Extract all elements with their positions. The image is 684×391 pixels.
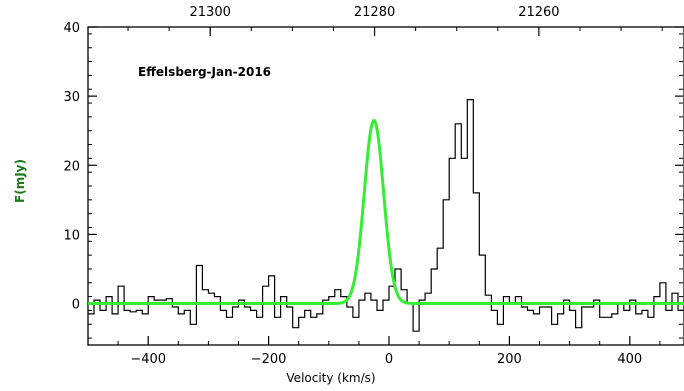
labels: Effelsberg-Jan-2016 Velocity (km/s) F(mJ…	[13, 65, 376, 385]
x-tick-label: −200	[251, 352, 287, 367]
y-tick-label: 10	[63, 228, 80, 243]
x-tick-label: 200	[497, 352, 522, 367]
series-layer	[88, 99, 684, 332]
x-tick-label: 0	[385, 352, 393, 367]
axes: −400 −200 0 200 400 0 10 20 30 40 21300 21280 21260	[63, 5, 684, 367]
top-tick-label: 21260	[518, 5, 559, 20]
top-tick-label: 21300	[190, 5, 231, 20]
gaussian-fit-curve	[88, 119, 684, 305]
annotation-label: Effelsberg-Jan-2016	[138, 65, 271, 79]
x-tick-label: 400	[617, 352, 642, 367]
y-tick-label: 40	[63, 21, 80, 36]
y-axis-title: F(mJy)	[13, 159, 27, 203]
x-tick-label: −400	[130, 352, 166, 367]
top-tick-label: 21280	[354, 5, 395, 20]
y-tick-label: 20	[63, 159, 80, 174]
spectrum-histogram	[88, 99, 684, 332]
y-tick-label: 0	[72, 298, 80, 313]
y-tick-label: 30	[63, 90, 80, 105]
x-axis-title: Velocity (km/s)	[286, 371, 375, 385]
